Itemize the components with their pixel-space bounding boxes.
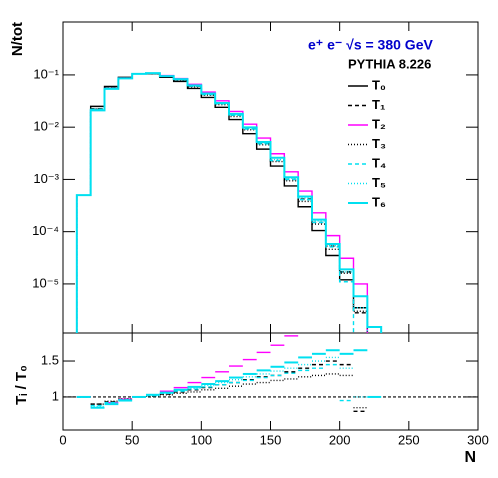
legend-label: T₃: [372, 136, 386, 151]
hist-group: [75, 72, 383, 333]
x-tick-label: 0: [59, 432, 66, 447]
y-tick-label: 1: [52, 388, 59, 403]
y-tick-label: 10⁻²: [33, 119, 59, 134]
x-axis-label: N: [464, 449, 476, 466]
y-tick-label: 10⁻⁴: [32, 223, 59, 238]
legend-label: T₅: [372, 175, 386, 190]
histogram-line: [76, 72, 369, 333]
histogram-line: [76, 72, 369, 333]
legend-title: PYTHIA 8.226: [348, 56, 431, 71]
x-tick-label: 50: [125, 432, 139, 447]
legend-label: T₀: [372, 77, 386, 92]
histogram-line: [75, 72, 383, 333]
bottom-frame: [62, 332, 479, 431]
y-tick-label: 10⁻¹: [33, 66, 59, 81]
histogram-line: [76, 72, 369, 333]
legend-label: T₁: [372, 97, 385, 112]
legend-label: T₄: [372, 155, 386, 170]
x-tick-label: 300: [467, 432, 489, 447]
y-tick-label: 10⁻⁵: [32, 275, 59, 290]
ratio-group: [63, 335, 478, 413]
x-tick-label: 250: [398, 432, 420, 447]
ratio-axis-label: Tᵢ / T₀: [13, 365, 30, 405]
histogram-line: [76, 73, 382, 333]
x-tick-label: 100: [190, 432, 212, 447]
x-tick-label: 200: [329, 432, 351, 447]
legend-label: T₂: [372, 116, 386, 131]
annotation: e⁺ e⁻ √s = 380 GeV: [308, 37, 433, 53]
y-axis-label: N/tot: [9, 22, 26, 56]
y-tick-label: 1.5: [41, 352, 59, 367]
legend-label: T₆: [372, 194, 386, 209]
y-tick-label: 10⁻³: [33, 171, 59, 186]
x-tick-label: 150: [260, 432, 282, 447]
histogram-line: [76, 72, 369, 333]
